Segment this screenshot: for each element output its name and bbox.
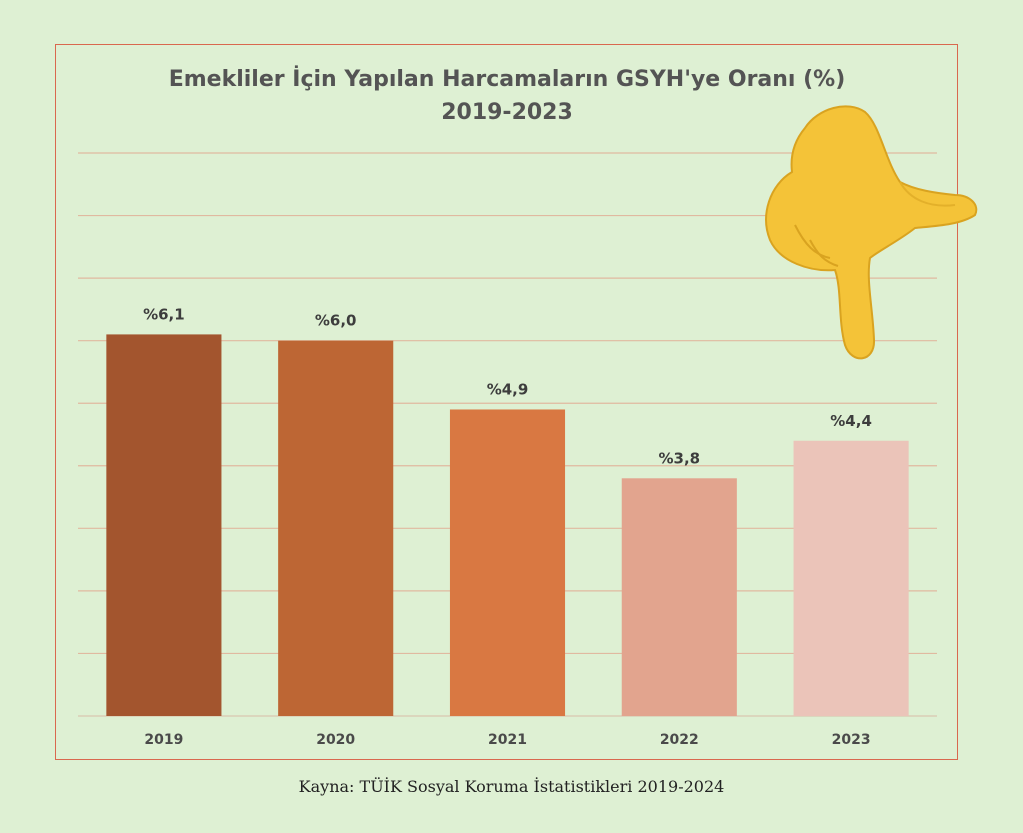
bar-2022 <box>621 478 737 716</box>
x-tick-label-2022: 2022 <box>660 732 699 748</box>
x-tick-label-2023: 2023 <box>832 732 871 748</box>
bar-2020 <box>278 340 394 716</box>
data-label-2019: %6,1 <box>143 305 185 323</box>
data-label-2021: %4,9 <box>487 380 529 398</box>
x-tick-label-2019: 2019 <box>144 732 183 748</box>
bar-2021 <box>449 409 566 716</box>
source-note: Kayna: TÜİK Sosyal Koruma İstatistikleri… <box>298 777 725 796</box>
chart-frame <box>55 44 958 760</box>
bar-2019 <box>106 334 222 716</box>
x-tick-label-2021: 2021 <box>488 732 527 748</box>
bar-2023 <box>793 440 909 716</box>
data-label-2022: %3,8 <box>658 449 700 467</box>
pointing-down-hand-icon <box>765 105 978 360</box>
x-tick-label-2020: 2020 <box>316 732 355 748</box>
chart-title: Emekliler İçin Yapılan Harcamaların GSYH… <box>169 66 846 92</box>
data-label-2020: %6,0 <box>315 312 357 330</box>
data-label-2023: %4,4 <box>830 412 872 430</box>
chart-subtitle: 2019-2023 <box>441 100 573 125</box>
